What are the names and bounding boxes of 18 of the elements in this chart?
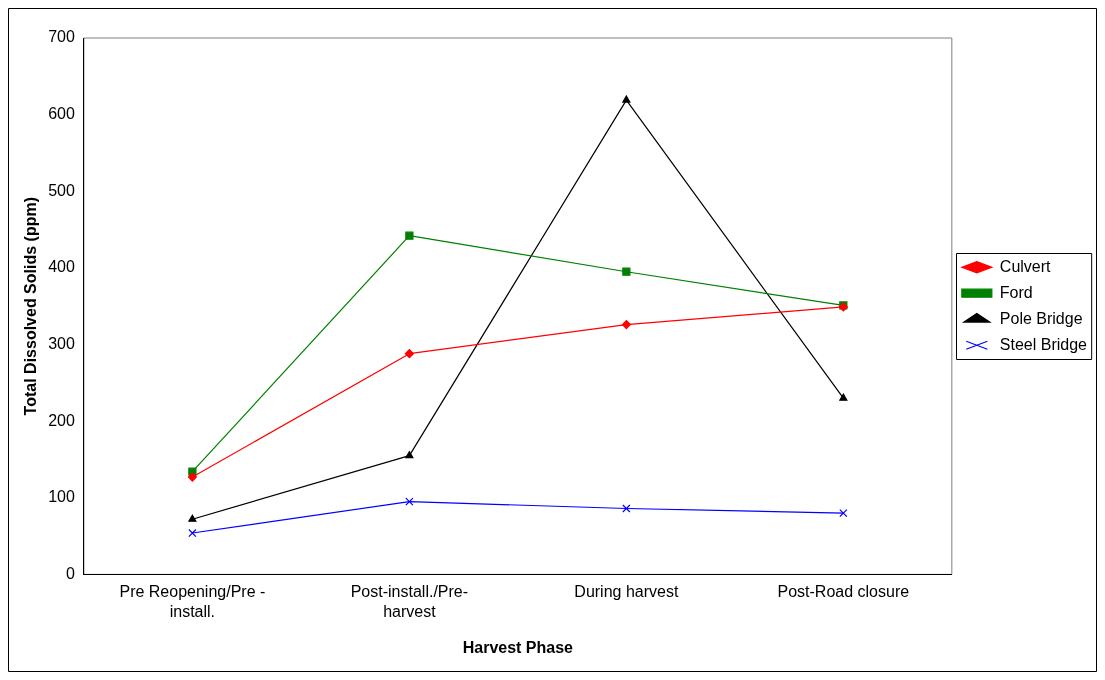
x-tick-label: Post-install./Pre-harvest	[350, 583, 469, 620]
legend-label: Culvert	[999, 257, 1052, 275]
y-tick-label: 600	[48, 105, 75, 123]
y-axis-title: Total Dissolved Solids (ppm)	[22, 197, 40, 416]
y-tick-label: 100	[48, 488, 75, 506]
x-tick-label: Pre Reopening/Pre - install.	[119, 583, 266, 620]
y-tick-label: 300	[48, 334, 75, 352]
x-tick-label: During harvest	[574, 583, 679, 601]
y-tick-label: 700	[48, 28, 75, 46]
y-tick-label: 200	[48, 411, 75, 429]
y-tick-label: 500	[48, 181, 75, 199]
legend-label: Steel Bridge	[999, 335, 1088, 353]
legend-label: Ford	[999, 283, 1033, 301]
x-axis-title: Harvest Phase	[462, 638, 574, 656]
y-tick-label: 0	[65, 564, 75, 582]
y-tick-label: 400	[48, 258, 75, 276]
legend-label: Pole Bridge	[999, 309, 1083, 327]
x-tick-label: Post-Road closure	[777, 583, 910, 601]
